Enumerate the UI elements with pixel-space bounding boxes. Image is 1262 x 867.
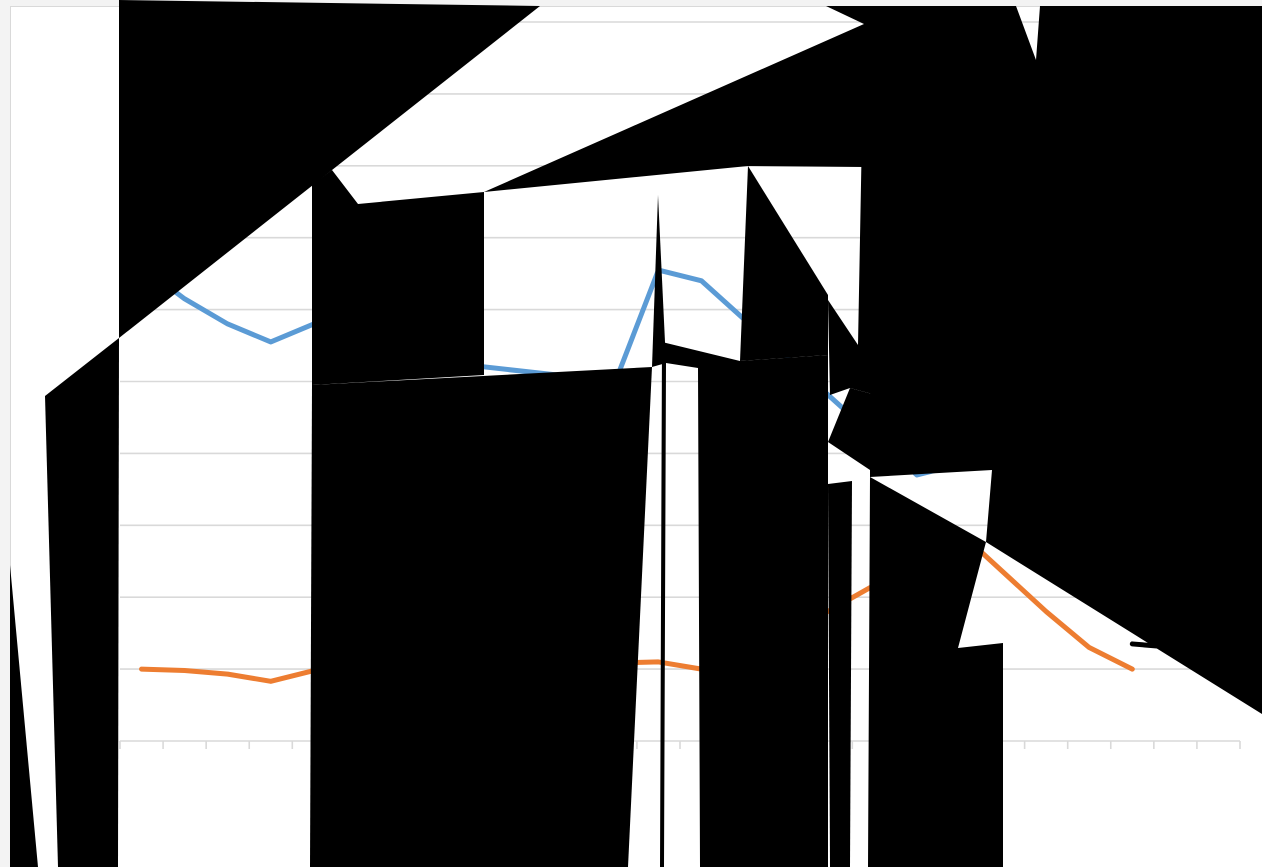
occlusion-shape xyxy=(10,565,38,867)
occlusion-shape xyxy=(826,6,1262,714)
series-line-2 xyxy=(139,529,1135,684)
occlusion-shape xyxy=(660,342,828,867)
occlusion-shape xyxy=(828,481,852,867)
occlusion-overlay xyxy=(10,0,1262,867)
occlusion-shape xyxy=(484,24,864,192)
x-axis xyxy=(119,740,1241,749)
occlusion-shape xyxy=(45,338,119,867)
occlusion-shape xyxy=(740,166,828,361)
occlusion-shape xyxy=(958,643,1003,867)
occlusion-shape xyxy=(652,195,666,367)
occlusion-shape xyxy=(828,388,998,470)
occlusion-shape xyxy=(119,0,540,338)
occlusion-shape xyxy=(312,170,484,385)
occlusion-shape xyxy=(310,367,652,867)
occlusion-shape xyxy=(868,477,986,867)
